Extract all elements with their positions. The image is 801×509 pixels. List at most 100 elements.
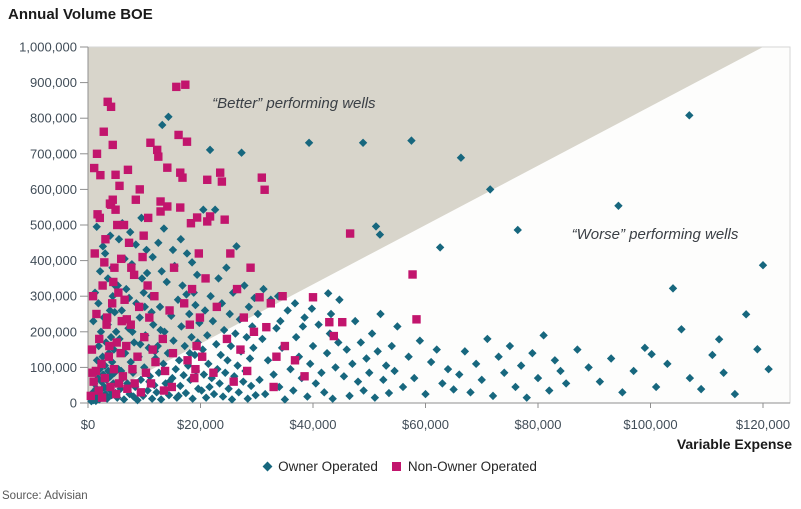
scatter-point-non-owner <box>116 348 125 358</box>
scatter-point-non-owner <box>122 341 131 351</box>
scatter-point-non-owner <box>195 313 205 322</box>
scatter-point-owner <box>471 359 481 369</box>
scatter-point-owner <box>404 352 413 361</box>
scatter-point-owner <box>314 320 323 329</box>
scatter-point-owner <box>204 359 213 369</box>
scatter-point-owner <box>342 345 351 354</box>
scatter-point-owner <box>168 245 178 255</box>
scatter-point-owner <box>263 356 273 365</box>
scatter-point-non-owner <box>102 320 111 329</box>
scatter-point-owner <box>179 371 188 380</box>
scatter-point-non-owner <box>97 393 107 402</box>
scatter-point-owner <box>128 327 137 336</box>
scatter-point-owner <box>205 145 215 155</box>
scatter-point-owner <box>685 373 695 383</box>
scatter-point-non-owner <box>185 320 195 329</box>
x-axis-title: Variable Expense <box>676 436 792 452</box>
scatter-point-owner <box>370 393 380 402</box>
scatter-point-owner <box>477 375 486 385</box>
scatter-point-owner <box>647 350 656 359</box>
scatter-point-owner <box>345 391 354 401</box>
scatter-point-owner <box>227 395 237 404</box>
scatter-point-non-owner <box>106 200 116 209</box>
scatter-point-owner <box>456 153 466 162</box>
scatter-point-owner <box>410 373 419 383</box>
scatter-point-non-owner <box>217 177 227 186</box>
scatter-point-owner <box>348 359 357 369</box>
scatter-point-owner <box>125 227 135 237</box>
scatter-point-non-owner <box>131 195 141 204</box>
scatter-point-owner <box>485 185 495 194</box>
scatter-point-non-owner <box>169 263 179 272</box>
scatter-point-owner <box>155 302 165 312</box>
scatter-point-non-owner <box>128 364 137 374</box>
scatter-point-non-owner <box>300 372 309 381</box>
scatter-point-owner <box>147 394 157 403</box>
scatter-point-owner <box>384 388 394 398</box>
legend-item-owner-operated: Owner Operated <box>262 459 378 474</box>
legend-label-owner-operated: Owner Operated <box>278 459 378 474</box>
scatter-point-non-owner <box>325 317 334 327</box>
scatter-point-owner <box>539 331 548 340</box>
scatter-point-owner <box>226 341 236 351</box>
scatter-point-non-owner <box>163 163 172 172</box>
scatter-point-owner <box>201 393 211 402</box>
scatter-point-owner <box>215 379 224 388</box>
scatter-point-non-owner <box>129 270 139 280</box>
scatter-point-owner <box>300 313 309 322</box>
scatter-point-owner <box>156 325 165 335</box>
scatter-point-owner <box>730 389 740 399</box>
scatter-point-non-owner <box>408 270 417 279</box>
scatter-point-owner <box>269 370 278 379</box>
scatter-point-non-owner <box>138 252 147 262</box>
scatter-point-owner <box>298 322 308 331</box>
scatter-point-owner <box>234 388 243 397</box>
scatter-point-owner <box>719 368 728 377</box>
scatter-point-owner <box>307 304 317 313</box>
scatter-point-non-owner <box>239 313 249 322</box>
y-tick-label: 300,000 <box>30 289 77 304</box>
scatter-point-non-owner <box>114 288 123 297</box>
scatter-point-owner <box>154 238 163 247</box>
scatter-point-owner <box>98 242 108 251</box>
scatter-point-non-owner <box>122 315 132 324</box>
scatter-point-owner <box>663 359 672 369</box>
scatter-point-owner <box>192 270 202 280</box>
scatter-point-owner <box>176 381 185 391</box>
scatter-point-non-owner <box>192 213 202 222</box>
x-tick-label: $100,000 <box>623 417 677 432</box>
scatter-point-owner <box>212 340 221 349</box>
scatter-point-owner <box>308 341 318 351</box>
scatter-point-non-owner <box>154 152 163 161</box>
scatter-point-owner <box>237 148 246 157</box>
scatter-point-owner <box>556 366 565 376</box>
scatter-point-non-owner <box>95 213 105 223</box>
scatter-point-owner <box>764 364 773 374</box>
scatter-point-non-owner <box>280 341 290 351</box>
scatter-point-owner <box>148 252 157 262</box>
scatter-point-owner <box>210 205 220 214</box>
scatter-point-non-owner <box>133 352 142 361</box>
scatter-point-owner <box>379 375 388 385</box>
scatter-point-owner <box>290 299 300 308</box>
scatter-point-owner <box>199 370 209 379</box>
scatter-point-owner <box>174 356 184 365</box>
scatter-point-owner <box>651 382 661 392</box>
scatter-point-non-owner <box>87 345 97 354</box>
scatter-point-owner <box>156 395 166 404</box>
scatter-point-non-owner <box>113 220 122 230</box>
scatter-point-owner <box>129 338 139 347</box>
scatter-point-non-owner <box>156 197 165 206</box>
y-tick-label: 500,000 <box>30 218 77 233</box>
scatter-point-owner <box>350 316 360 326</box>
scatter-point-non-owner <box>126 320 135 329</box>
scatter-point-owner <box>205 382 214 392</box>
scatter-point-non-owner <box>272 352 281 361</box>
scatter-point-owner <box>331 363 340 372</box>
scatter-point-owner <box>668 284 678 293</box>
scatter-point-non-owner <box>156 207 165 216</box>
scatter-point-owner <box>224 384 233 393</box>
scatter-point-owner <box>483 334 492 344</box>
scatter-point-owner <box>152 388 161 397</box>
scatter-point-owner <box>174 391 183 401</box>
